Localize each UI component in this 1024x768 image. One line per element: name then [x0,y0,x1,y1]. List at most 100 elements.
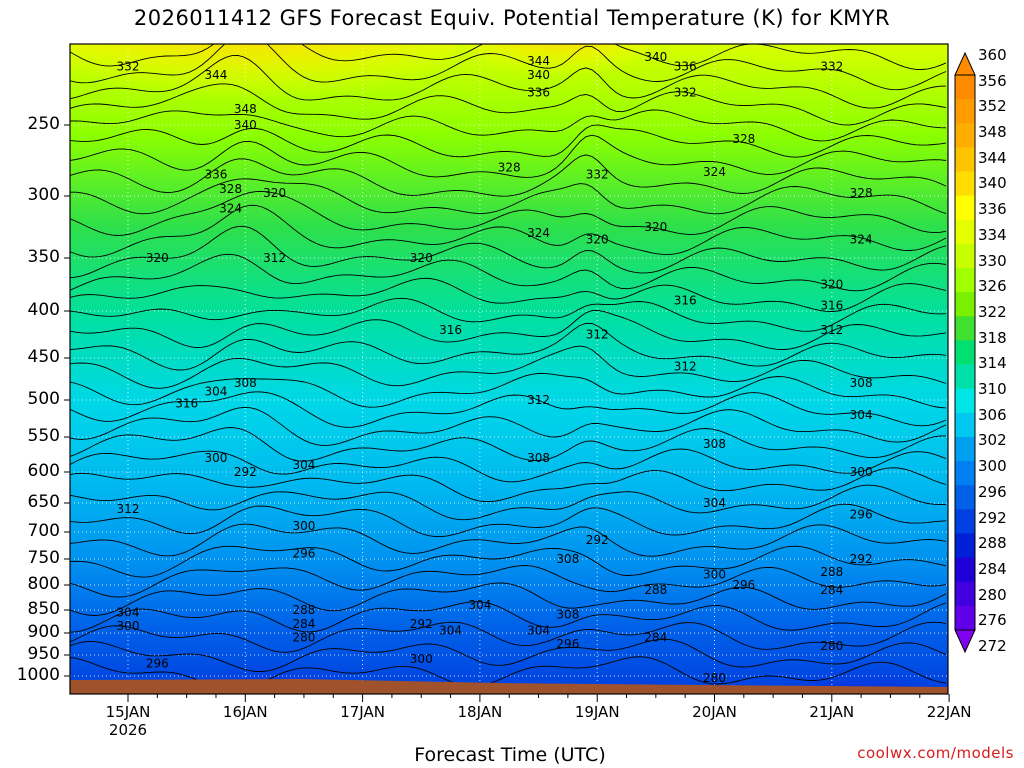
colorbar-label: 314 [978,354,1007,373]
colorbar-label: 352 [978,97,1007,116]
colorbar-swatch [955,436,975,462]
contour-label: 304 [468,598,491,612]
contour-line [70,204,947,258]
colorbar-label: 336 [978,200,1007,219]
y-tick-label: 550 [27,426,60,446]
warm-region [470,44,650,99]
contour-label: 332 [674,86,697,100]
contour-label: 304 [527,624,550,638]
contour-line [70,467,947,503]
contour-label: 312 [674,359,697,373]
contour-label: 332 [820,59,843,73]
x-tick-label: 21JAN [809,703,855,721]
contour-line [70,638,947,672]
contour-label: 328 [732,132,755,146]
colorbar-bottom-arrow [954,629,976,654]
contour-line [70,427,947,462]
contour-line [70,55,947,109]
contour-line [70,545,947,578]
x-axis-title: Forecast Time (UTC) [414,744,606,766]
colorbar-swatch [955,219,975,245]
contour-label: 296 [556,637,579,651]
contour-label: 292 [410,617,433,631]
y-tick-label: 350 [27,247,60,267]
contour-label: 344 [205,68,228,82]
contour-label: 312 [117,502,140,516]
contour-line [70,44,947,70]
y-tick-label: 900 [27,622,60,642]
contour-label: 292 [850,552,873,566]
contour-label: 304 [850,408,873,422]
contour-label: 312 [586,328,609,342]
contour-label: 284 [292,617,315,631]
contour-line [70,621,947,653]
contour-line [70,309,947,350]
colorbar-label: 310 [978,380,1007,399]
colorbar-label: 360 [978,46,1007,64]
contour-label: 308 [527,451,550,465]
contour-line [70,582,947,616]
contour-label: 280 [820,639,843,653]
contour-label: 304 [439,624,462,638]
contour-label: 308 [703,437,726,451]
contour-label: 348 [234,102,257,116]
x-tick-label: 18JAN [457,703,503,721]
colorbar-swatch [955,75,975,100]
y-tick-label: 450 [27,347,60,367]
contour-line [70,448,947,483]
contour-line [70,178,947,215]
colorbar-swatch [955,99,975,124]
contour-line [70,322,947,371]
y-tick-label: 600 [27,461,60,481]
contour-label: 308 [234,376,257,390]
colorbar-swatch [955,533,975,559]
colorbar-swatch [955,461,975,486]
colorbar-label: 292 [978,508,1007,527]
colorbar-label: 318 [978,328,1007,347]
y-tick-label: 400 [27,300,60,320]
field-background [70,44,948,694]
colorbar-swatch [955,340,975,366]
colorbar-label: 356 [978,71,1007,90]
contour-label: 328 [850,186,873,200]
contour-line [70,253,947,292]
colorbar-label: 300 [978,457,1007,476]
chart-title: 2026011412 GFS Forecast Equiv. Potential… [133,6,891,30]
colorbar-label: 288 [978,534,1007,553]
contour-line [70,565,947,598]
contour-label: 296 [146,656,169,670]
contour-label: 312 [527,393,550,407]
contour-label: 300 [410,652,433,666]
contour-label: 340 [234,118,257,132]
contour-label: 296 [292,547,315,561]
contour-label: 304 [205,385,228,399]
contour-label: 340 [527,68,550,82]
y-tick-label: 950 [27,644,60,664]
contour-label: 284 [820,583,843,597]
colorbar-label: 306 [978,405,1007,424]
contour-line [70,277,947,312]
contour-line [70,124,947,158]
contour-label: 336 [674,59,697,73]
source-watermark: coolwx.com/models [857,744,1014,762]
contour-line [70,134,947,178]
y-tick-label: 1000 [16,665,60,685]
contour-label: 288 [292,603,315,617]
contour-label: 284 [644,630,667,644]
contour-line [70,44,947,91]
colorbar-label: 322 [978,302,1007,321]
colorbar-swatch [955,243,975,269]
contour-label: 300 [703,568,726,582]
contour-label: 308 [556,608,579,622]
y-tick-label: 850 [27,599,60,619]
colorbar-label: 276 [978,611,1007,630]
contour-line [70,297,947,332]
x-tick-label: 15JAN [105,703,151,721]
contour-label: 300 [117,619,140,633]
colorbar-swatch [955,509,975,534]
contour-line [70,345,947,389]
colorbar-swatch [955,364,975,390]
colorbar-swatch [955,171,975,197]
y-tick-label: 300 [27,185,60,205]
